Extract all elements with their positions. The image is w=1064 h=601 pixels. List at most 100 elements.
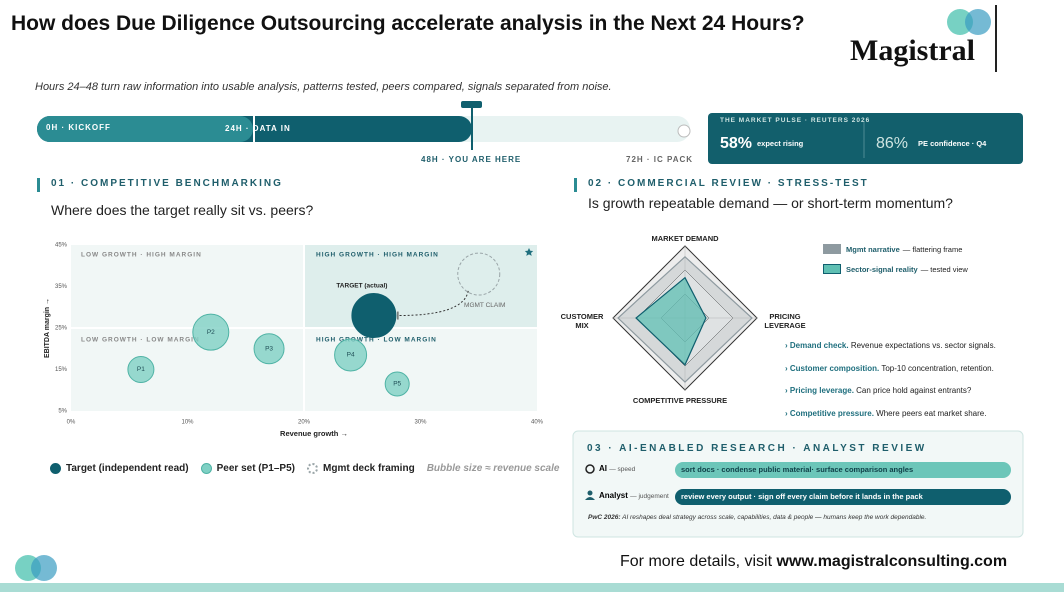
task-text: review every output · sign off every cla… xyxy=(681,492,923,501)
finding: Demand check. Revenue expectations vs. s… xyxy=(785,341,996,350)
section-heading: 02 · COMMERCIAL REVIEW · STRESS-TEST xyxy=(588,178,869,189)
finding-lead: Customer composition. xyxy=(789,364,880,373)
bubble-label: P5 xyxy=(393,381,401,388)
stage-label: 0H · KICKOFF xyxy=(46,123,111,132)
stage-label: 24H · DATA IN xyxy=(225,124,291,133)
footer-stripe xyxy=(0,583,1064,592)
finding-lead: Pricing leverage. xyxy=(789,386,854,395)
star xyxy=(524,248,534,256)
bubble xyxy=(192,313,230,351)
quadrant-label: LOW GROWTH · LOW MARGIN xyxy=(81,337,200,344)
finding-lead: Competitive pressure. xyxy=(789,409,874,418)
role-name: Analyst xyxy=(599,491,628,500)
pulse-value: 86% xyxy=(876,135,909,152)
pulse-label: PE confidence · Q4 xyxy=(918,139,987,148)
bubble-label: MGMT CLAIM xyxy=(464,302,505,309)
role-name: AI xyxy=(599,464,607,473)
legend-swatch xyxy=(307,463,318,474)
quadrant-label: HIGH GROWTH · HIGH MARGIN xyxy=(316,252,439,259)
stage-label: 72H · IC PACK xyxy=(626,155,694,164)
footer-link[interactable]: www.magistralconsulting.com xyxy=(776,553,1008,570)
bubble xyxy=(384,371,410,397)
legend-label: Mgmt deck framing xyxy=(323,463,415,474)
x-tick-label: 10% xyxy=(181,420,194,426)
legend-item: Mgmt narrative — flattering frame xyxy=(823,244,968,254)
task-bar xyxy=(675,489,1011,505)
x-tick-label: 40% xyxy=(531,420,544,426)
legend-swatch xyxy=(823,244,841,254)
role-note: — judgement xyxy=(630,493,669,500)
legend-swatch xyxy=(50,463,61,474)
bubble xyxy=(351,293,397,339)
task-text: sort docs · condense public material· su… xyxy=(681,465,914,474)
y-axis-label: EBITDA margin → xyxy=(44,298,51,358)
radar-area xyxy=(635,276,707,366)
x-tick-label: 0% xyxy=(67,420,76,426)
legend-item: Peer set (P1–P5) xyxy=(200,463,295,474)
note: AI reshapes deal strategy across scale, … xyxy=(622,514,927,521)
timeline-marker xyxy=(461,101,482,108)
ai-icon xyxy=(585,464,595,474)
subtitle: Hours 24–48 turn raw information into us… xyxy=(35,81,612,93)
bubble-label: P2 xyxy=(207,329,215,336)
legend-note: Bubble size ≈ revenue scale xyxy=(426,463,560,474)
quadrant-label: LOW GROWTH · HIGH MARGIN xyxy=(81,252,202,259)
y-tick-label: 35% xyxy=(55,284,68,290)
legend-text: Mgmt narrative — flattering frame xyxy=(846,245,962,254)
legend-note: — tested view xyxy=(920,264,968,274)
radar-axis-label: MARKET DEMAND xyxy=(651,234,719,243)
pulse-box xyxy=(708,113,1023,164)
research-box xyxy=(572,430,1024,538)
legend: Mgmt narrative — flattering frame Sector-s… xyxy=(823,244,968,284)
legend-item: Target (independent read) xyxy=(50,463,189,474)
finding: Competitive pressure. Where peers eat ma… xyxy=(785,409,987,418)
source-note: PwC 2026: AI reshapes deal strategy acro… xyxy=(588,514,926,521)
logo-circle xyxy=(965,9,991,35)
section-question: Where does the target really sit vs. pee… xyxy=(51,202,314,218)
radar-axis-label: CUSTOMER MIX xyxy=(560,312,604,330)
section-question: Is growth repeatable demand — or short-t… xyxy=(588,195,953,211)
title: How does Due Diligence Outsourcing accel… xyxy=(11,12,805,35)
finding-text: Revenue expectations vs. sector signals. xyxy=(850,341,996,350)
finding-text: Top-10 concentration, retention. xyxy=(881,364,994,373)
quadrant-highlight xyxy=(304,245,537,328)
source: PwC 2026: xyxy=(588,514,621,521)
y-tick-label: 15% xyxy=(55,367,68,373)
legend: Target (independent read) Peer set (P1–P5… xyxy=(50,463,559,474)
y-tick-label: 25% xyxy=(55,326,68,332)
section-heading: 01 · COMPETITIVE BENCHMARKING xyxy=(51,178,283,189)
legend-label: Sector-signal reality xyxy=(846,264,918,274)
legend-note: — flattering frame xyxy=(902,244,963,254)
y-tick-label: 5% xyxy=(58,409,67,415)
bubble-label: P1 xyxy=(137,366,145,373)
bubble xyxy=(457,252,501,296)
section-heading: 03 · AI-ENABLED RESEARCH · ANALYST REVIE… xyxy=(587,443,927,454)
finding: Pricing leverage. Can price hold against… xyxy=(785,386,971,395)
bubble xyxy=(334,338,368,372)
bubble xyxy=(127,356,155,383)
x-tick-label: 20% xyxy=(298,420,311,426)
bubble-label: TARGET (actual) xyxy=(336,282,387,289)
pulse-value: 58% xyxy=(720,135,753,152)
legend-item: Sector-signal reality — tested view xyxy=(823,264,968,274)
role: Analyst — judgement xyxy=(599,491,669,500)
legend-swatch xyxy=(200,463,212,474)
finding: Customer composition. Top-10 concentrati… xyxy=(785,364,994,373)
y-tick-label: 45% xyxy=(55,243,68,249)
finding-text: Can price hold against entrants? xyxy=(856,386,972,395)
task-bar xyxy=(675,462,1011,478)
bubble-label: P3 xyxy=(265,345,273,352)
footer: For more details, visit www.magistralcon… xyxy=(620,553,1007,571)
section-marker xyxy=(37,178,40,192)
quadrant-label: HIGH GROWTH · LOW MARGIN xyxy=(316,337,437,344)
brand: Magistral xyxy=(850,34,975,67)
x-axis-label: Revenue growth → xyxy=(280,429,348,438)
role-note: — speed xyxy=(609,466,636,473)
section-marker xyxy=(574,178,577,192)
legend-swatch xyxy=(823,264,841,274)
footer-text: For more details, visit xyxy=(620,553,773,570)
pulse-title: THE MARKET PULSE · REUTERS 2026 xyxy=(720,117,871,124)
legend-item: Mgmt deck framing xyxy=(307,463,415,474)
